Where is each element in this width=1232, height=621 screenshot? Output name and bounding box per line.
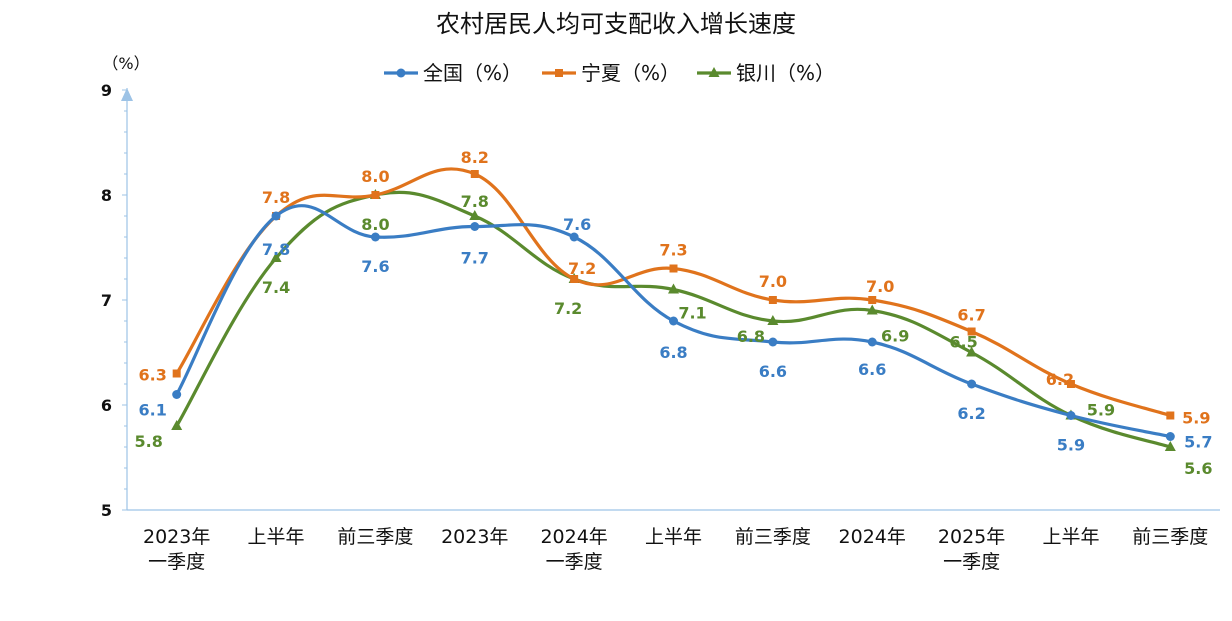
point-ningxia (669, 264, 678, 273)
x-tick-label: 前三季度 (735, 526, 811, 548)
point-yinchuan (1164, 441, 1176, 451)
point-ningxia (1066, 380, 1075, 388)
point-yinchuan (767, 315, 779, 325)
data-label-ningxia: 5.9 (1182, 409, 1210, 428)
point-ningxia (570, 275, 579, 283)
data-label-national: 7.7 (461, 249, 489, 268)
point-yinchuan (171, 420, 183, 430)
data-label-yinchuan: 5.8 (135, 432, 163, 451)
data-label-ningxia: 6.7 (957, 306, 985, 325)
series-line-ningxia (175, 167, 1172, 418)
legend-marker-yinchuan (708, 67, 720, 77)
point-ningxia (172, 369, 181, 378)
legend-marker-national (396, 68, 406, 78)
y-tick-label: 7 (101, 291, 112, 310)
x-tick-label: 上半年 (1042, 526, 1099, 548)
data-label-ningxia: 7.0 (866, 277, 894, 296)
data-label-ningxia: 8.2 (461, 148, 489, 167)
data-label-yinchuan: 5.6 (1184, 459, 1212, 478)
data-label-yinchuan: 7.8 (461, 192, 489, 211)
x-tick-label: 2024年 (839, 526, 906, 548)
point-national (470, 222, 480, 231)
x-tick-label: 上半年 (645, 526, 702, 548)
data-label-national: 7.8 (262, 240, 290, 259)
data-label-ningxia: 7.3 (659, 241, 687, 260)
legend-label-yinchuan: 银川（%） (736, 61, 835, 85)
x-tick-label: 2023年一季度 (143, 526, 210, 573)
point-national (370, 232, 380, 242)
point-national (569, 232, 579, 242)
point-national (271, 211, 281, 221)
data-label-ningxia: 7.2 (568, 259, 596, 278)
point-ningxia (470, 170, 479, 178)
data-label-national: 5.9 (1057, 436, 1085, 455)
data-label-layer: 5.8 7.4 8.0 7.8 7.2 7.1 6.8 6.9 6.5 5.9 5.6 6.3 7.8 8… (135, 148, 1213, 478)
point-ningxia (868, 296, 877, 304)
point-ningxia (371, 191, 380, 199)
data-label-yinchuan: 7.2 (554, 299, 582, 318)
data-label-yinchuan: 6.9 (881, 327, 909, 346)
point-ningxia (967, 327, 976, 336)
data-label-national: 5.7 (1184, 433, 1212, 452)
point-ningxia (768, 296, 777, 304)
point-ningxia (1166, 411, 1175, 420)
data-label-yinchuan: 7.4 (262, 278, 290, 297)
data-label-national: 6.8 (659, 343, 687, 362)
data-label-ningxia: 8.0 (361, 167, 389, 186)
data-label-national: 6.6 (858, 360, 886, 379)
x-tick-label: 上半年 (248, 526, 305, 548)
x-tick-label: 2023年 (441, 526, 508, 548)
data-label-national: 6.2 (957, 404, 985, 423)
series-line-national (175, 204, 1172, 439)
data-label-ningxia: 7.0 (759, 272, 787, 291)
y-tick-label: 8 (101, 186, 112, 205)
point-national (867, 337, 877, 347)
point-national (172, 390, 182, 399)
data-label-yinchuan: 8.0 (361, 215, 389, 234)
legend-marker-ningxia (555, 69, 563, 77)
point-national (1165, 432, 1175, 441)
point-national (967, 379, 977, 389)
series-line-yinchuan (175, 190, 1172, 449)
y-axis-arrow (121, 88, 133, 101)
legend-label-national: 全国（%） (423, 61, 522, 85)
legend: 全国（%） 宁夏（%） 银川（%） (384, 61, 835, 85)
x-tick-label: 2025年一季度 (938, 526, 1005, 573)
point-yinchuan (668, 283, 679, 294)
data-label-national: 7.6 (563, 215, 591, 234)
data-label-yinchuan: 6.5 (949, 333, 977, 352)
y-tick-label: 6 (101, 396, 112, 415)
y-tick-label: 5 (101, 501, 112, 520)
data-label-ningxia: 6.2 (1046, 370, 1074, 389)
point-national (768, 337, 778, 347)
data-label-national: 6.6 (759, 362, 787, 381)
data-label-ningxia: 6.3 (139, 366, 167, 385)
data-label-ningxia: 7.8 (262, 188, 290, 207)
point-national (1066, 411, 1076, 420)
axes: 5 6 7 8 9 2023年一季度 上半年 前三季度 2023年 2024年一季度 上半年 前三季度… (101, 81, 1220, 573)
point-yinchuan (966, 346, 978, 357)
x-tick-label: 前三季度 (337, 526, 413, 548)
x-tick-label: 2024年一季度 (540, 526, 607, 573)
legend-label-ningxia: 宁夏（%） (581, 61, 680, 85)
data-label-national: 7.6 (361, 257, 389, 276)
x-tick-label: 前三季度 (1132, 526, 1208, 548)
point-yinchuan (270, 252, 282, 262)
series-layer (171, 167, 1176, 451)
point-yinchuan (866, 304, 878, 315)
y-axis-unit: （%） (102, 54, 149, 73)
y-tick-label: 9 (101, 81, 112, 100)
data-label-yinchuan: 7.1 (678, 304, 706, 323)
chart-title: 农村居民人均可支配收入增长速度 (436, 10, 796, 38)
data-label-yinchuan: 6.8 (737, 327, 765, 346)
data-label-national: 6.1 (139, 401, 167, 420)
data-label-yinchuan: 5.9 (1087, 401, 1115, 420)
point-yinchuan (469, 210, 481, 220)
point-national (669, 316, 678, 326)
